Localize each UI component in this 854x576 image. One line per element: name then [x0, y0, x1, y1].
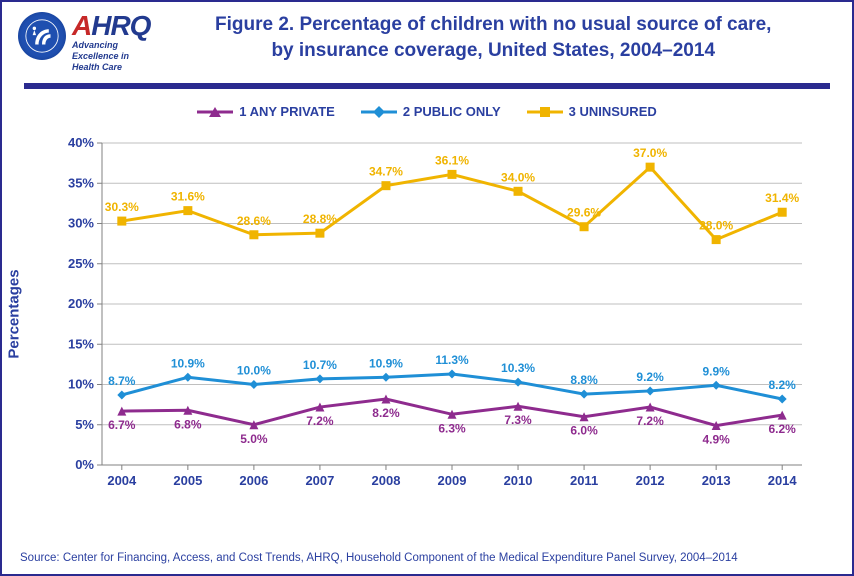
- svg-text:8.2%: 8.2%: [769, 378, 797, 392]
- svg-text:2011: 2011: [570, 473, 598, 488]
- title-line-1: Figure 2. Percentage of children with no…: [158, 12, 828, 38]
- svg-text:8.7%: 8.7%: [108, 374, 136, 388]
- ahrq-logo: AHRQ Advancing Excellence in Health Care: [72, 12, 150, 73]
- svg-text:2013: 2013: [702, 473, 731, 488]
- chart: Percentages 0%5%10%15%20%25%30%35%40%200…: [32, 129, 822, 499]
- svg-text:37.0%: 37.0%: [633, 146, 667, 160]
- svg-text:7.2%: 7.2%: [636, 414, 664, 428]
- legend-label: 2 PUBLIC ONLY: [403, 104, 501, 119]
- svg-text:2014: 2014: [768, 473, 798, 488]
- title-line-2: by insurance coverage, United States, 20…: [158, 38, 828, 64]
- legend-label: 3 UNINSURED: [569, 104, 657, 119]
- legend-swatch-icon: [197, 101, 233, 123]
- svg-text:25%: 25%: [68, 255, 94, 270]
- header: AHRQ Advancing Excellence in Health Care…: [2, 2, 852, 77]
- svg-text:30.3%: 30.3%: [105, 200, 139, 214]
- svg-text:28.0%: 28.0%: [699, 218, 733, 232]
- svg-text:20%: 20%: [68, 296, 94, 311]
- legend-item: 1 ANY PRIVATE: [197, 101, 335, 123]
- svg-text:15%: 15%: [68, 336, 94, 351]
- svg-text:31.6%: 31.6%: [171, 189, 205, 203]
- legend-swatch-icon: [361, 101, 397, 123]
- legend-item: 2 PUBLIC ONLY: [361, 101, 501, 123]
- hhs-seal-icon: [18, 12, 66, 60]
- svg-text:31.4%: 31.4%: [765, 191, 799, 205]
- svg-text:7.3%: 7.3%: [504, 413, 532, 427]
- svg-text:2006: 2006: [239, 473, 268, 488]
- figure-title: Figure 2. Percentage of children with no…: [150, 12, 836, 63]
- source-note: Source: Center for Financing, Access, an…: [20, 552, 738, 564]
- svg-text:2007: 2007: [305, 473, 334, 488]
- svg-text:9.9%: 9.9%: [702, 364, 730, 378]
- svg-text:4.9%: 4.9%: [702, 432, 730, 446]
- ahrq-tagline-3: Health Care: [72, 63, 150, 73]
- legend-swatch-icon: [527, 101, 563, 123]
- svg-text:10.0%: 10.0%: [237, 363, 271, 377]
- svg-text:6.3%: 6.3%: [438, 421, 466, 435]
- svg-text:34.7%: 34.7%: [369, 164, 403, 178]
- svg-text:10%: 10%: [68, 376, 94, 391]
- svg-text:10.7%: 10.7%: [303, 358, 337, 372]
- svg-text:6.8%: 6.8%: [174, 417, 202, 431]
- chart-svg: 0% 5% 10% 15% 20% 25% 30% 35% 40% 2004 2005 2006 200…: [32, 129, 822, 499]
- svg-text:11.3%: 11.3%: [435, 353, 469, 367]
- svg-text:10.3%: 10.3%: [501, 361, 535, 375]
- ahrq-wordmark: AHRQ: [72, 12, 150, 40]
- svg-text:10.9%: 10.9%: [369, 356, 403, 370]
- svg-text:7.2%: 7.2%: [306, 414, 334, 428]
- svg-text:2009: 2009: [438, 473, 467, 488]
- svg-text:2005: 2005: [173, 473, 202, 488]
- svg-text:5.0%: 5.0%: [240, 431, 268, 445]
- figure-frame: AHRQ Advancing Excellence in Health Care…: [0, 0, 854, 576]
- legend: 1 ANY PRIVATE 2 PUBLIC ONLY 3 UNINSURED: [32, 101, 822, 123]
- svg-text:0%: 0%: [75, 457, 94, 472]
- svg-text:28.8%: 28.8%: [303, 212, 337, 226]
- svg-text:6.0%: 6.0%: [570, 423, 598, 437]
- svg-text:2004: 2004: [107, 473, 137, 488]
- ahrq-tagline-2: Excellence in: [72, 52, 150, 62]
- svg-text:36.1%: 36.1%: [435, 153, 469, 167]
- svg-text:8.2%: 8.2%: [372, 406, 400, 420]
- chart-wrap: 1 ANY PRIVATE2 PUBLIC ONLY3 UNINSURED Pe…: [32, 101, 822, 511]
- svg-text:8.8%: 8.8%: [570, 373, 598, 387]
- svg-text:2012: 2012: [636, 473, 665, 488]
- legend-label: 1 ANY PRIVATE: [239, 104, 335, 119]
- svg-text:35%: 35%: [68, 175, 94, 190]
- svg-text:2008: 2008: [372, 473, 401, 488]
- svg-text:10.9%: 10.9%: [171, 356, 205, 370]
- svg-text:2010: 2010: [504, 473, 533, 488]
- svg-text:34.0%: 34.0%: [501, 170, 535, 184]
- legend-item: 3 UNINSURED: [527, 101, 657, 123]
- divider-bar: [24, 83, 830, 89]
- ahrq-tagline-1: Advancing: [72, 41, 150, 51]
- logo-block: AHRQ Advancing Excellence in Health Care: [18, 12, 150, 73]
- svg-text:28.6%: 28.6%: [237, 213, 271, 227]
- y-axis-label: Percentages: [6, 269, 23, 358]
- svg-text:5%: 5%: [75, 416, 94, 431]
- svg-text:6.2%: 6.2%: [769, 422, 797, 436]
- svg-text:40%: 40%: [68, 135, 94, 150]
- svg-text:9.2%: 9.2%: [636, 370, 664, 384]
- svg-text:6.7%: 6.7%: [108, 418, 136, 432]
- svg-text:29.6%: 29.6%: [567, 205, 601, 219]
- svg-text:30%: 30%: [68, 215, 94, 230]
